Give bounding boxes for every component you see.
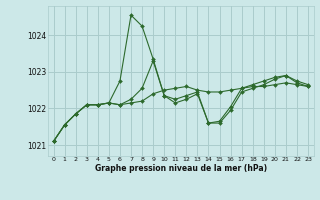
X-axis label: Graphe pression niveau de la mer (hPa): Graphe pression niveau de la mer (hPa) xyxy=(95,164,267,173)
